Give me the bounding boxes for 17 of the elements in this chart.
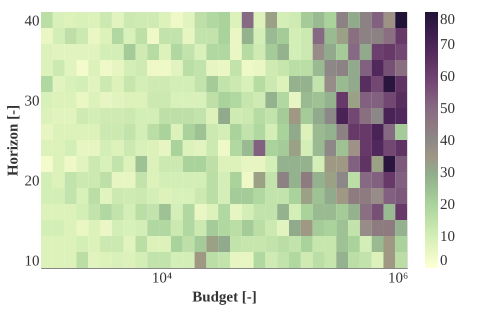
color-bar-label: 50 — [440, 101, 455, 117]
x-tick-label: 10⁴ — [152, 270, 172, 286]
color-bar-label: 70 — [440, 37, 455, 53]
color-bar-label: 40 — [440, 133, 455, 149]
color-bar-label: 20 — [440, 197, 455, 213]
y-tick-label: 10 — [24, 254, 40, 270]
x-axis-title: Budget [-] — [192, 290, 257, 306]
y-tick-label: 20 — [24, 174, 40, 190]
color-bar-label: 80 — [440, 12, 455, 28]
y-tick-label: 30 — [24, 94, 40, 110]
color-bar-label: 30 — [440, 165, 455, 181]
color-bar-label: 60 — [440, 69, 455, 85]
y-tick-label: 40 — [24, 14, 40, 30]
color-bar-label: 10 — [440, 229, 455, 245]
color-bar-label: 0 — [440, 253, 448, 269]
x-tick-label: 10⁶ — [388, 270, 408, 286]
y-axis-title: Horizon [-] — [6, 104, 22, 176]
